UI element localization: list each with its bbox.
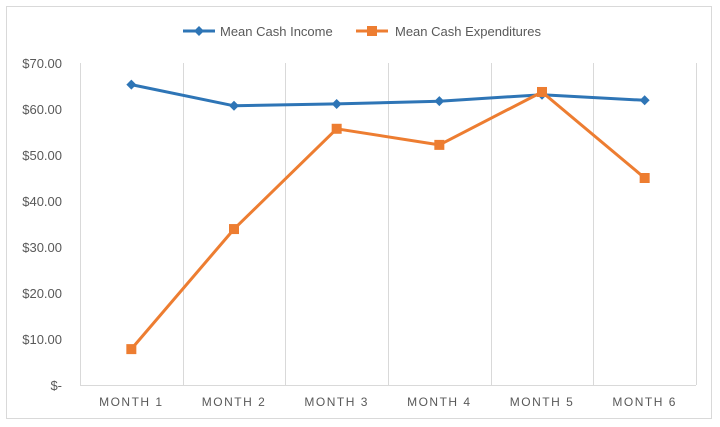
data-point-square [537, 86, 547, 97]
series-1 [126, 86, 650, 355]
legend: Mean Cash Income Mean Cash Expenditures [183, 24, 541, 39]
y-tick-label: $- [50, 378, 62, 393]
legend-marker-diamond [194, 26, 204, 36]
data-point-diamond [639, 95, 650, 106]
y-tick-label: $20.00 [22, 286, 62, 301]
data-point-square [639, 173, 650, 183]
series-0 [126, 79, 650, 111]
series-line [129, 83, 647, 108]
series-line [129, 90, 647, 351]
data-point-square [434, 139, 445, 150]
y-tick-label: $50.00 [22, 148, 62, 163]
data-point-square [126, 344, 137, 355]
legend-marker-square [367, 26, 377, 36]
y-tick-label: $30.00 [22, 240, 62, 255]
legend-item-0: Mean Cash Income [183, 24, 333, 39]
data-point-diamond [229, 100, 239, 111]
grid-layer [80, 63, 697, 385]
data-point-square [331, 123, 342, 134]
data-point-square [229, 224, 239, 235]
y-tick-label: $70.00 [22, 56, 62, 71]
legend-item-1: Mean Cash Expenditures [356, 24, 541, 39]
series-layer [126, 79, 650, 355]
data-point-diamond [331, 98, 342, 109]
x-tick-label: MONTH 3 [304, 395, 369, 409]
legend-label: Mean Cash Income [220, 24, 333, 39]
y-tick-label: $10.00 [22, 332, 62, 347]
data-point-diamond [434, 96, 445, 107]
y-tick-label: $40.00 [22, 194, 62, 209]
y-tick-label: $60.00 [22, 102, 62, 117]
x-tick-label: MONTH 2 [202, 395, 267, 409]
axis-layer: $- $10.00 $20.00 $30.00 $40.00 $50.00 $60.00 $7… [22, 56, 696, 409]
legend-label: Mean Cash Expenditures [395, 24, 541, 39]
x-tick-label: MONTH 6 [612, 395, 677, 409]
chart-frame [6, 6, 712, 419]
x-tick-label: MONTH 4 [407, 395, 472, 409]
data-point-diamond [126, 79, 137, 90]
x-tick-label: MONTH 1 [99, 395, 164, 409]
x-tick-label: MONTH 5 [510, 395, 575, 409]
